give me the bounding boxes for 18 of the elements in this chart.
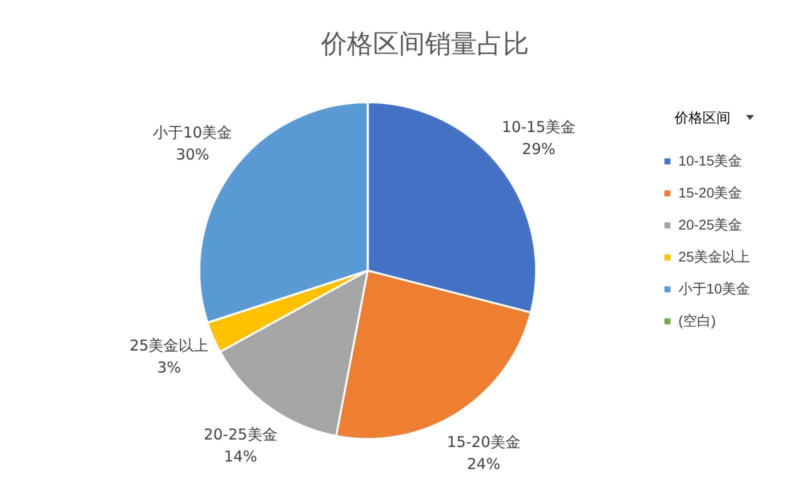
slice-label: 15-20美金 (446, 433, 520, 452)
data-label: 14% (224, 448, 258, 466)
slice-label: 20-25美金 (204, 426, 278, 444)
slice-label: 小于10美金 (153, 123, 232, 142)
data-label: 3% (157, 358, 182, 376)
legend-label: 25美金以上 (678, 248, 750, 264)
legend-label: (空白) (678, 312, 716, 328)
data-label: 24% (466, 455, 500, 474)
data-label: 29% (522, 140, 556, 158)
legend-label: 20-25美金 (678, 216, 742, 232)
legend-label: 小于10美金 (678, 280, 750, 296)
legend-label: 10-15美金 (678, 152, 742, 168)
chart-title: 价格区间销量占比 (320, 29, 529, 60)
legend-title: 价格区间 (674, 109, 731, 126)
legend-label: 15-20美金 (678, 184, 742, 200)
slice-label: 10-15美金 (502, 118, 576, 136)
slice-label: 25美金以上 (130, 336, 209, 354)
data-label: 30% (176, 145, 210, 164)
